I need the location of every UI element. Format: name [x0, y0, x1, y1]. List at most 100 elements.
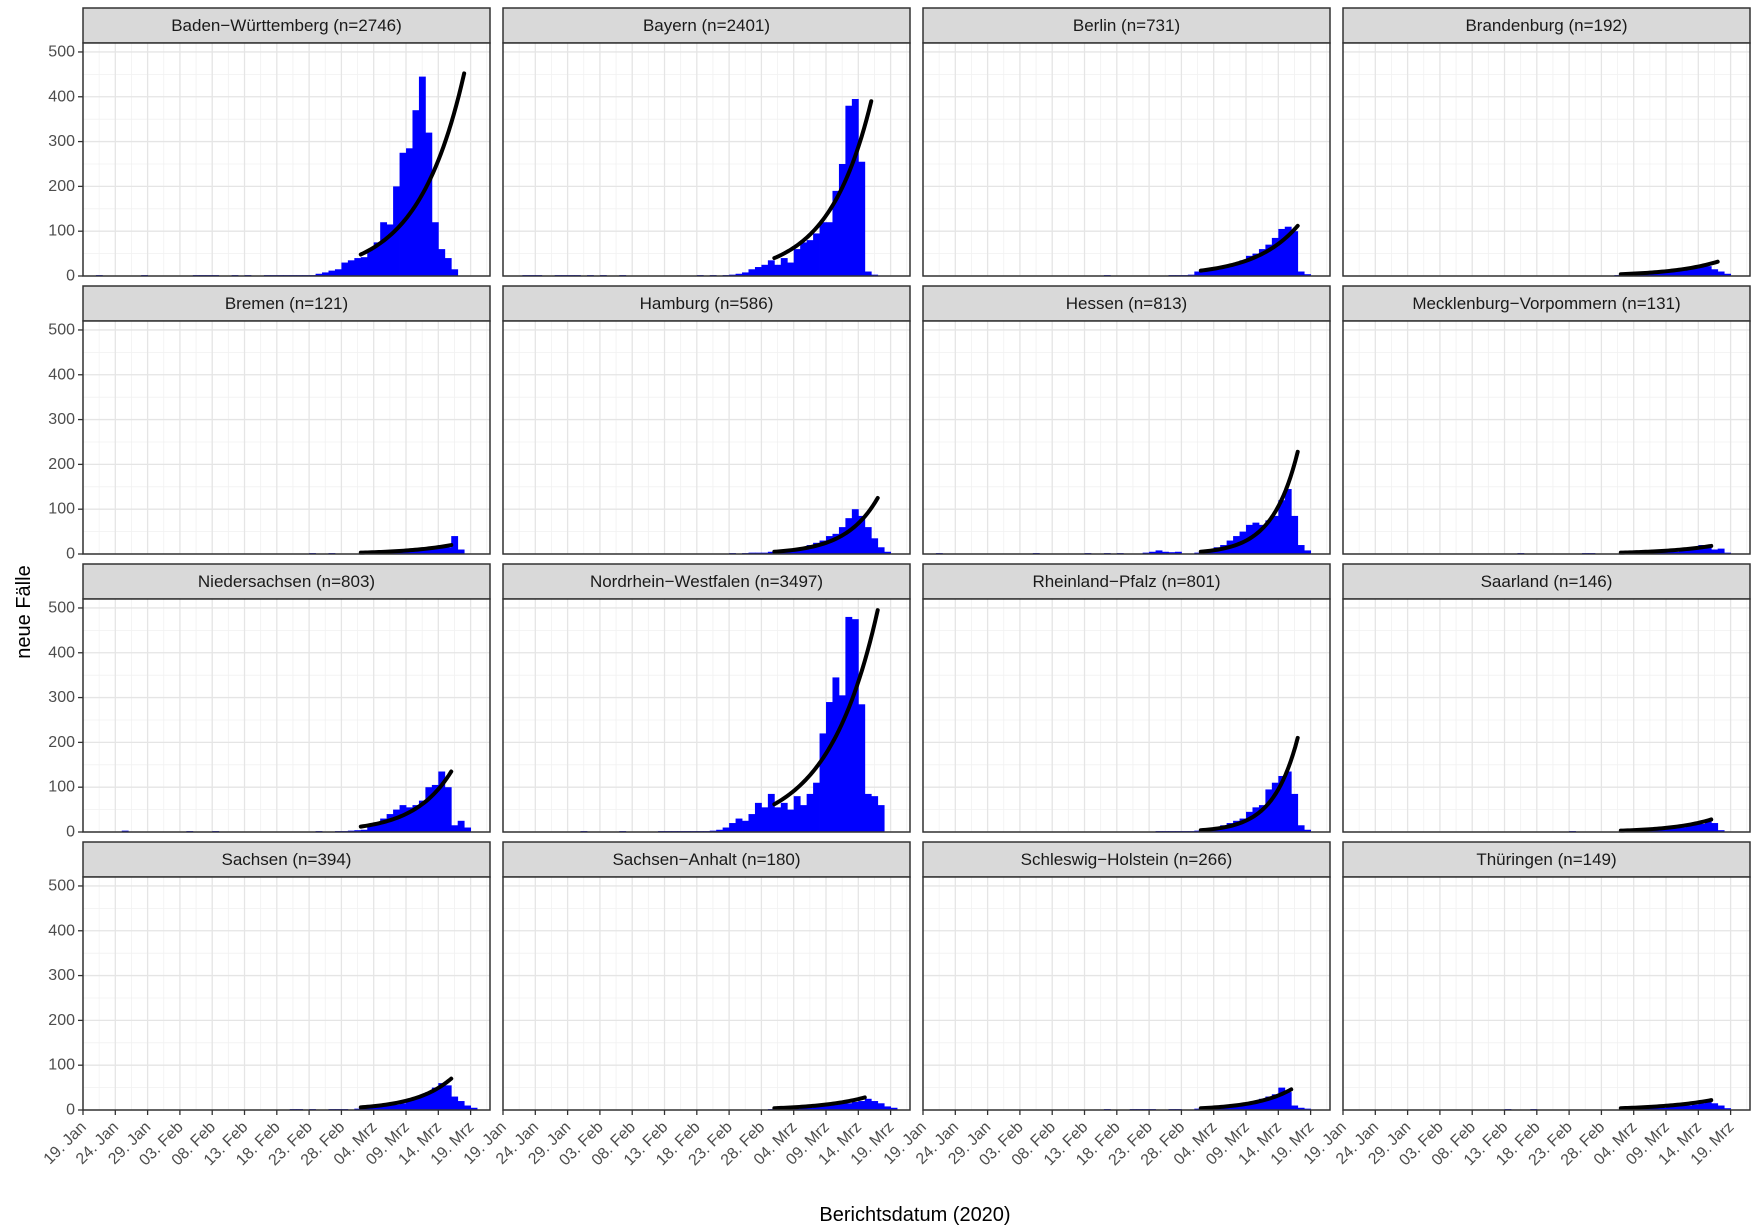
- y-tick-label: 500: [48, 877, 75, 894]
- histogram-bar: [1724, 273, 1732, 276]
- facet-title: Bremen (n=121): [225, 294, 348, 313]
- fit-curve: [772, 495, 880, 554]
- histogram-bar: [418, 800, 426, 832]
- histogram-bar: [1258, 249, 1266, 276]
- histogram-bar: [464, 827, 472, 832]
- histogram-bar: [451, 536, 459, 554]
- histogram-bar: [464, 1105, 472, 1110]
- histogram-bar: [858, 1101, 866, 1110]
- histogram-bar: [735, 818, 743, 832]
- histogram-bar: [1284, 226, 1292, 276]
- facet-title: Rheinland−Pfalz (n=801): [1032, 572, 1220, 591]
- histogram-bar: [845, 616, 853, 832]
- histogram-bar: [1284, 771, 1292, 832]
- panel-border: [922, 876, 1331, 1111]
- histogram-bar: [1213, 267, 1221, 276]
- facet-title: Nordrhein−Westfalen (n=3497): [590, 572, 823, 591]
- fit-curve: [772, 99, 874, 261]
- fit-curve: [1198, 735, 1300, 833]
- histogram-bar: [1233, 262, 1240, 276]
- histogram-bar: [373, 823, 381, 832]
- histogram-bar: [438, 545, 446, 554]
- histogram-bar: [399, 152, 407, 276]
- histogram-bar: [367, 249, 375, 276]
- histogram-bar: [884, 551, 892, 554]
- facet-panel: Brandenburg (n=192): [1342, 7, 1751, 277]
- fit-curve: [772, 1095, 867, 1111]
- histogram-bar: [1672, 1106, 1680, 1110]
- histogram-bar: [1653, 272, 1660, 276]
- histogram-bar: [1252, 253, 1260, 276]
- facet-strip: [922, 841, 1331, 878]
- panel-border: [502, 876, 911, 1111]
- y-tick-label: 500: [48, 321, 75, 338]
- histogram-bar: [864, 527, 872, 554]
- histogram-bar: [380, 222, 388, 276]
- histogram-bar: [838, 163, 846, 276]
- histogram-bar: [838, 1103, 846, 1110]
- histogram-bar: [774, 807, 782, 832]
- panel-background: [923, 877, 1330, 1110]
- y-tick-label: 100: [48, 1057, 75, 1074]
- histogram-bar: [871, 538, 879, 554]
- histogram-bar: [406, 1101, 413, 1110]
- histogram-bar: [418, 76, 426, 276]
- histogram-bar: [386, 814, 394, 832]
- histogram-bar: [1704, 1101, 1712, 1110]
- facet-strip: [82, 563, 491, 600]
- histogram-bar: [742, 272, 749, 276]
- histogram-bar: [367, 1107, 375, 1110]
- fit-curve: [1618, 543, 1714, 555]
- histogram-bar: [890, 1107, 898, 1110]
- panel-border: [1342, 598, 1751, 833]
- histogram-bar: [800, 805, 808, 832]
- histogram-bar: [832, 677, 840, 832]
- y-tick-label: 300: [48, 689, 75, 706]
- panel-border: [1342, 42, 1751, 277]
- facet-panel: Hessen (n=813): [922, 285, 1331, 555]
- histogram-bar: [1284, 1092, 1292, 1110]
- facet-title: Sachsen (n=394): [222, 850, 352, 869]
- y-tick-label: 400: [48, 88, 75, 105]
- fit-curve: [1618, 259, 1720, 277]
- y-tick-label: 300: [48, 411, 75, 428]
- facet-title: Schleswig−Holstein (n=266): [1021, 850, 1233, 869]
- histogram-bar: [845, 105, 853, 276]
- y-tick-label: 200: [48, 456, 75, 473]
- y-tick-label: 400: [48, 366, 75, 383]
- histogram-bar: [1691, 548, 1699, 554]
- histogram-bar: [858, 161, 866, 276]
- histogram-bar: [334, 269, 342, 276]
- histogram-bar: [1666, 1106, 1673, 1110]
- histogram-bar: [1297, 825, 1305, 832]
- panel-border: [82, 876, 491, 1111]
- histogram-bar: [716, 829, 724, 832]
- histogram-bar: [838, 527, 846, 554]
- histogram-bar: [360, 829, 368, 832]
- histogram-bar: [1278, 775, 1286, 832]
- histogram-bar: [386, 224, 394, 276]
- histogram-bar: [457, 820, 465, 832]
- facet-title: Sachsen−Anhalt (n=180): [612, 850, 800, 869]
- histogram-bar: [1252, 807, 1260, 832]
- y-tick-label: 300: [48, 133, 75, 150]
- histogram-bar: [1239, 260, 1247, 276]
- histogram-bar: [845, 1103, 853, 1110]
- histogram-bar: [438, 771, 446, 832]
- histogram-bar: [1666, 827, 1673, 832]
- histogram-bar: [451, 1096, 459, 1110]
- histogram-bar: [813, 233, 820, 276]
- histogram-bar: [832, 1104, 840, 1110]
- histogram-bar: [1711, 549, 1719, 554]
- histogram-bar: [380, 1105, 388, 1110]
- histogram-bar: [1291, 231, 1299, 276]
- histogram-bar: [1717, 1105, 1725, 1110]
- histogram-bar: [722, 827, 730, 832]
- panel-background: [1343, 321, 1750, 554]
- histogram-bar: [1226, 264, 1234, 276]
- histogram-bar: [864, 1098, 872, 1110]
- facet-title: Baden−Württemberg (n=2746): [171, 16, 402, 35]
- histogram-bar: [877, 547, 885, 554]
